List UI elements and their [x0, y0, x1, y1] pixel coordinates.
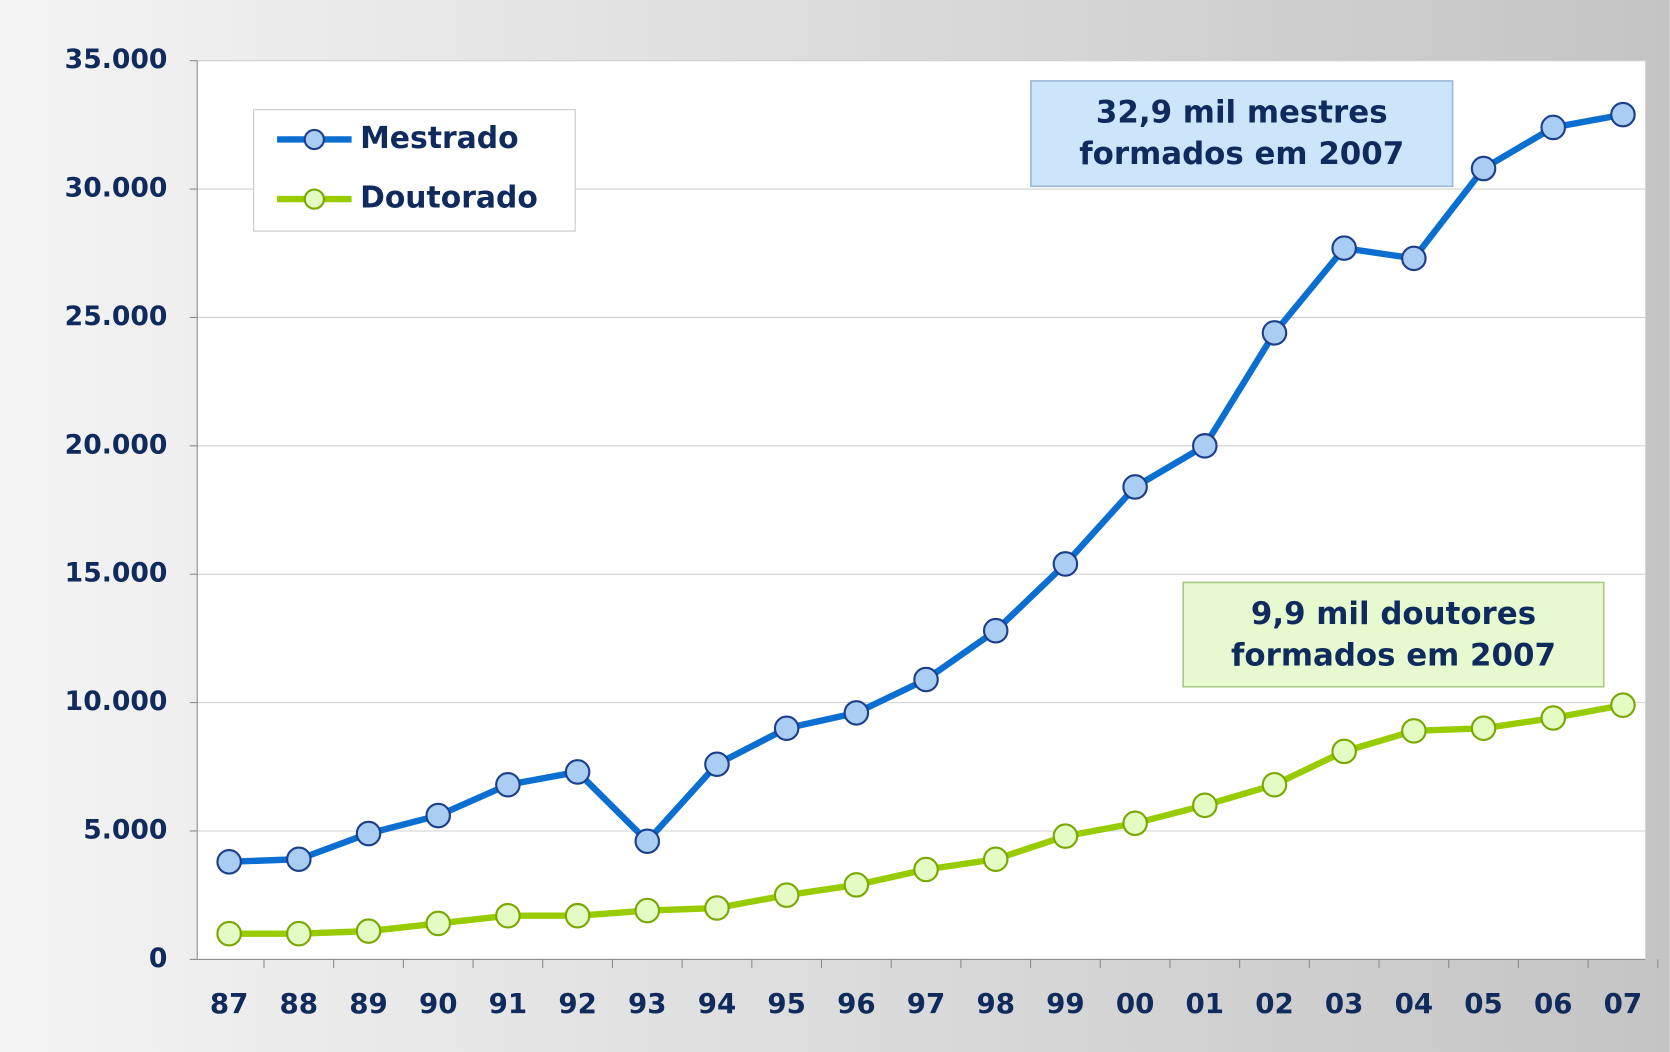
data-point	[564, 902, 591, 929]
legend-label: Mestrado	[360, 121, 518, 156]
data-point	[1192, 792, 1218, 819]
data-point	[286, 920, 312, 947]
y-tick-label: 30.000	[65, 173, 168, 204]
data-point	[982, 846, 1009, 873]
data-point	[564, 759, 591, 785]
y-tick-label: 0	[149, 943, 168, 974]
x-tick-label: 96	[837, 987, 876, 1020]
data-point	[843, 872, 870, 898]
data-point	[355, 918, 382, 944]
annotation-box	[1030, 80, 1454, 188]
y-tick-label: 25.000	[65, 301, 168, 332]
data-point	[1052, 551, 1079, 577]
legend-marker	[303, 128, 325, 151]
x-tick-label: 98	[976, 987, 1015, 1020]
data-point	[425, 910, 451, 937]
legend-box	[253, 109, 576, 232]
data-point	[913, 856, 939, 883]
data-point	[1261, 320, 1288, 346]
data-point	[425, 802, 451, 829]
data-point	[286, 846, 312, 873]
y-tick-label: 15.000	[65, 558, 168, 589]
x-tick-label: 88	[280, 987, 319, 1020]
y-tick-label: 10.000	[65, 686, 168, 717]
data-point	[1401, 718, 1427, 744]
data-point	[843, 700, 870, 726]
x-tick-label: 07	[1604, 987, 1643, 1020]
data-point	[495, 902, 521, 929]
data-point	[216, 920, 242, 947]
data-point	[773, 715, 800, 742]
data-point	[355, 820, 382, 847]
annotation-text: 32,9 mil mestres	[1096, 94, 1388, 130]
data-point	[913, 666, 939, 693]
x-tick-label: 93	[628, 987, 667, 1020]
data-point	[1331, 235, 1357, 261]
data-point	[982, 617, 1009, 644]
y-tick-label: 5.000	[83, 814, 167, 845]
x-tick-label: 04	[1395, 987, 1434, 1020]
x-tick-label: 05	[1464, 987, 1503, 1020]
annotation-text: 9,9 mil doutores	[1251, 596, 1536, 632]
data-point	[1052, 823, 1079, 849]
data-point	[634, 828, 661, 855]
annotation-text: formados em 2007	[1231, 637, 1556, 673]
data-point	[1470, 715, 1497, 742]
x-tick-label: 89	[349, 987, 388, 1020]
data-point	[704, 751, 730, 778]
x-tick-label: 03	[1325, 987, 1364, 1020]
y-tick-label: 20.000	[65, 429, 168, 460]
data-point	[634, 897, 661, 924]
legend-marker	[303, 188, 325, 210]
data-point	[495, 771, 521, 798]
data-point	[1540, 705, 1567, 731]
annotation-box	[1182, 581, 1605, 688]
x-tick-label: 01	[1186, 987, 1225, 1020]
x-tick-label: 00	[1116, 987, 1155, 1020]
x-tick-label: 99	[1046, 987, 1085, 1020]
data-point	[1401, 245, 1427, 272]
data-point	[1470, 155, 1497, 182]
data-point	[1610, 101, 1636, 128]
legend-label: Doutorado	[360, 181, 538, 216]
x-tick-label: 90	[419, 987, 458, 1020]
x-tick-label: 06	[1534, 987, 1573, 1020]
data-point	[1331, 738, 1357, 765]
data-point	[1122, 474, 1148, 500]
data-point	[1122, 810, 1148, 837]
x-tick-label: 91	[489, 987, 528, 1020]
annotation-text: formados em 2007	[1079, 136, 1404, 172]
x-tick-label: 02	[1255, 987, 1294, 1020]
x-tick-label: 95	[767, 987, 806, 1020]
x-tick-label: 97	[907, 987, 946, 1020]
x-tick-label: 92	[558, 987, 597, 1020]
data-point	[704, 895, 730, 921]
y-tick-label: 35.000	[65, 44, 168, 75]
data-point	[1192, 433, 1218, 459]
data-point	[773, 882, 800, 908]
x-tick-label: 94	[698, 987, 737, 1020]
data-point	[1261, 771, 1288, 798]
x-tick-label: 87	[210, 987, 249, 1020]
data-point	[1610, 692, 1636, 718]
data-point	[1540, 114, 1567, 141]
data-point	[216, 849, 242, 875]
